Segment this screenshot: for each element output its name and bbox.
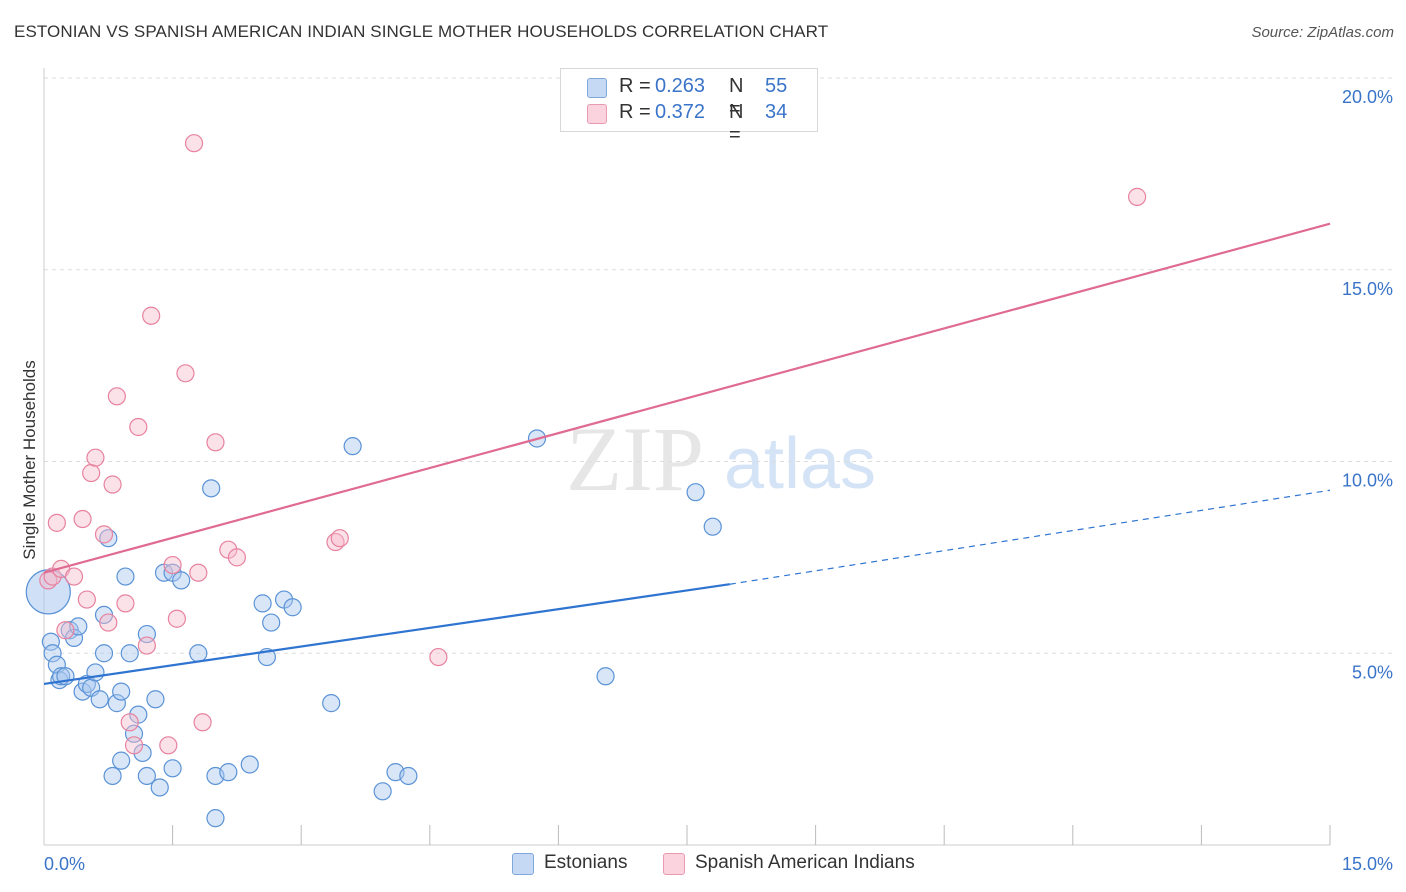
spanish-american-indians-point bbox=[206, 433, 225, 452]
spanish-american-indians-point bbox=[129, 417, 148, 437]
spanish-american-indians-point bbox=[142, 306, 161, 325]
spanish-american-indians-point bbox=[94, 525, 114, 544]
spanish-american-indians-point bbox=[56, 621, 75, 640]
chart-source: Source: ZipAtlas.com bbox=[1251, 24, 1394, 41]
spanish-american-indians-trend-line bbox=[43, 222, 1331, 574]
spanish-american-indians-point bbox=[103, 475, 122, 494]
spanish-american-indians-point bbox=[193, 713, 212, 732]
spanish-american-indians-point bbox=[159, 736, 178, 755]
spanish-american-indians-point bbox=[116, 594, 135, 613]
estonians-point bbox=[262, 613, 281, 632]
y-tick-label: 10.0% bbox=[1342, 471, 1393, 491]
spanish-american-indians-point bbox=[73, 509, 92, 529]
legend-swatch-spanish-american-indians bbox=[587, 104, 607, 124]
estonians-trend-line-extension bbox=[729, 489, 1331, 585]
y-tick-label: 5.0% bbox=[1352, 662, 1393, 682]
legend-n-label: N = bbox=[729, 75, 744, 120]
estonians-trend-line bbox=[43, 583, 731, 686]
spanish-american-indians-point bbox=[77, 590, 96, 609]
spanish-american-indians-point bbox=[167, 609, 186, 628]
bottom-legend-swatch-estonians bbox=[512, 853, 534, 875]
spanish-american-indians-point bbox=[184, 134, 204, 153]
legend-n-value: 34 bbox=[765, 101, 788, 123]
estonians-point bbox=[103, 766, 122, 786]
chart-title: ESTONIAN VS SPANISH AMERICAN INDIAN SING… bbox=[14, 22, 829, 41]
estonians-point bbox=[172, 571, 191, 590]
estonians-point bbox=[219, 763, 238, 782]
estonians-point bbox=[202, 479, 221, 498]
spanish-american-indians-point bbox=[163, 555, 182, 575]
estonians-point bbox=[41, 632, 60, 651]
spanish-american-indians-point bbox=[189, 563, 208, 582]
legend-n-label: N = bbox=[729, 101, 744, 146]
y-tick-label: 20.0% bbox=[1342, 87, 1393, 107]
watermark-zip: ZIP bbox=[566, 408, 704, 510]
estonians-point bbox=[596, 667, 615, 686]
estonians-point bbox=[253, 594, 272, 613]
spanish-american-indians-point bbox=[137, 636, 156, 655]
estonians-point bbox=[146, 690, 165, 709]
estonians-point bbox=[120, 644, 139, 663]
legend-swatch-estonians bbox=[587, 78, 607, 98]
legend-r-label: R = bbox=[619, 101, 651, 123]
spanish-american-indians-point bbox=[124, 736, 144, 755]
spanish-american-indians-point bbox=[227, 548, 246, 567]
correlation-legend: R = 0.263 N = 55 R = 0.372 N = 34 bbox=[560, 68, 818, 146]
spanish-american-indians-point bbox=[47, 513, 66, 532]
estonians-point bbox=[322, 694, 341, 713]
estonians-point bbox=[43, 644, 62, 663]
estonians-point bbox=[189, 644, 208, 663]
spanish-american-indians-point bbox=[86, 448, 105, 467]
estonians-point bbox=[137, 766, 156, 786]
x-tick-label: 0.0% bbox=[44, 854, 85, 874]
x-tick-label: 15.0% bbox=[1342, 854, 1393, 874]
estonians-point bbox=[107, 694, 126, 713]
estonians-point bbox=[206, 809, 225, 828]
spanish-american-indians-point bbox=[107, 387, 126, 406]
estonians-point bbox=[163, 759, 182, 778]
spanish-american-indians-point bbox=[330, 529, 349, 548]
estonians-point bbox=[90, 690, 109, 709]
legend-r-label: R = bbox=[619, 75, 651, 97]
watermark-atlas: atlas bbox=[724, 424, 876, 504]
bottom-legend-swatch-spanish-american-indians bbox=[663, 853, 685, 875]
estonians-point bbox=[373, 782, 392, 801]
estonians-point bbox=[94, 644, 114, 663]
legend-r-value: 0.263 bbox=[655, 75, 706, 97]
estonians-point bbox=[703, 517, 722, 536]
estonians-point bbox=[399, 766, 418, 786]
spanish-american-indians-point bbox=[82, 463, 101, 483]
spanish-american-indians-point bbox=[429, 647, 448, 667]
spanish-american-indians-point bbox=[64, 567, 84, 586]
spanish-american-indians-point bbox=[1127, 187, 1147, 206]
estonians-point bbox=[112, 682, 131, 701]
estonians-point bbox=[240, 755, 259, 774]
spanish-american-indians-point bbox=[120, 713, 139, 732]
estonians-point bbox=[116, 567, 135, 586]
estonians-point bbox=[150, 778, 169, 797]
bottom-legend-label: Estonians bbox=[544, 852, 628, 873]
estonians-point bbox=[686, 483, 705, 502]
estonians-point bbox=[343, 437, 362, 456]
estonians-point bbox=[112, 751, 131, 770]
spanish-american-indians-point bbox=[176, 364, 195, 383]
legend-r-value: 0.372 bbox=[655, 101, 706, 123]
legend-n-value: 55 bbox=[765, 75, 788, 97]
y-tick-label: 15.0% bbox=[1342, 279, 1393, 299]
spanish-american-indians-point bbox=[99, 613, 118, 632]
estonians-point bbox=[283, 598, 302, 617]
bottom-legend-label: Spanish American Indians bbox=[695, 852, 915, 873]
